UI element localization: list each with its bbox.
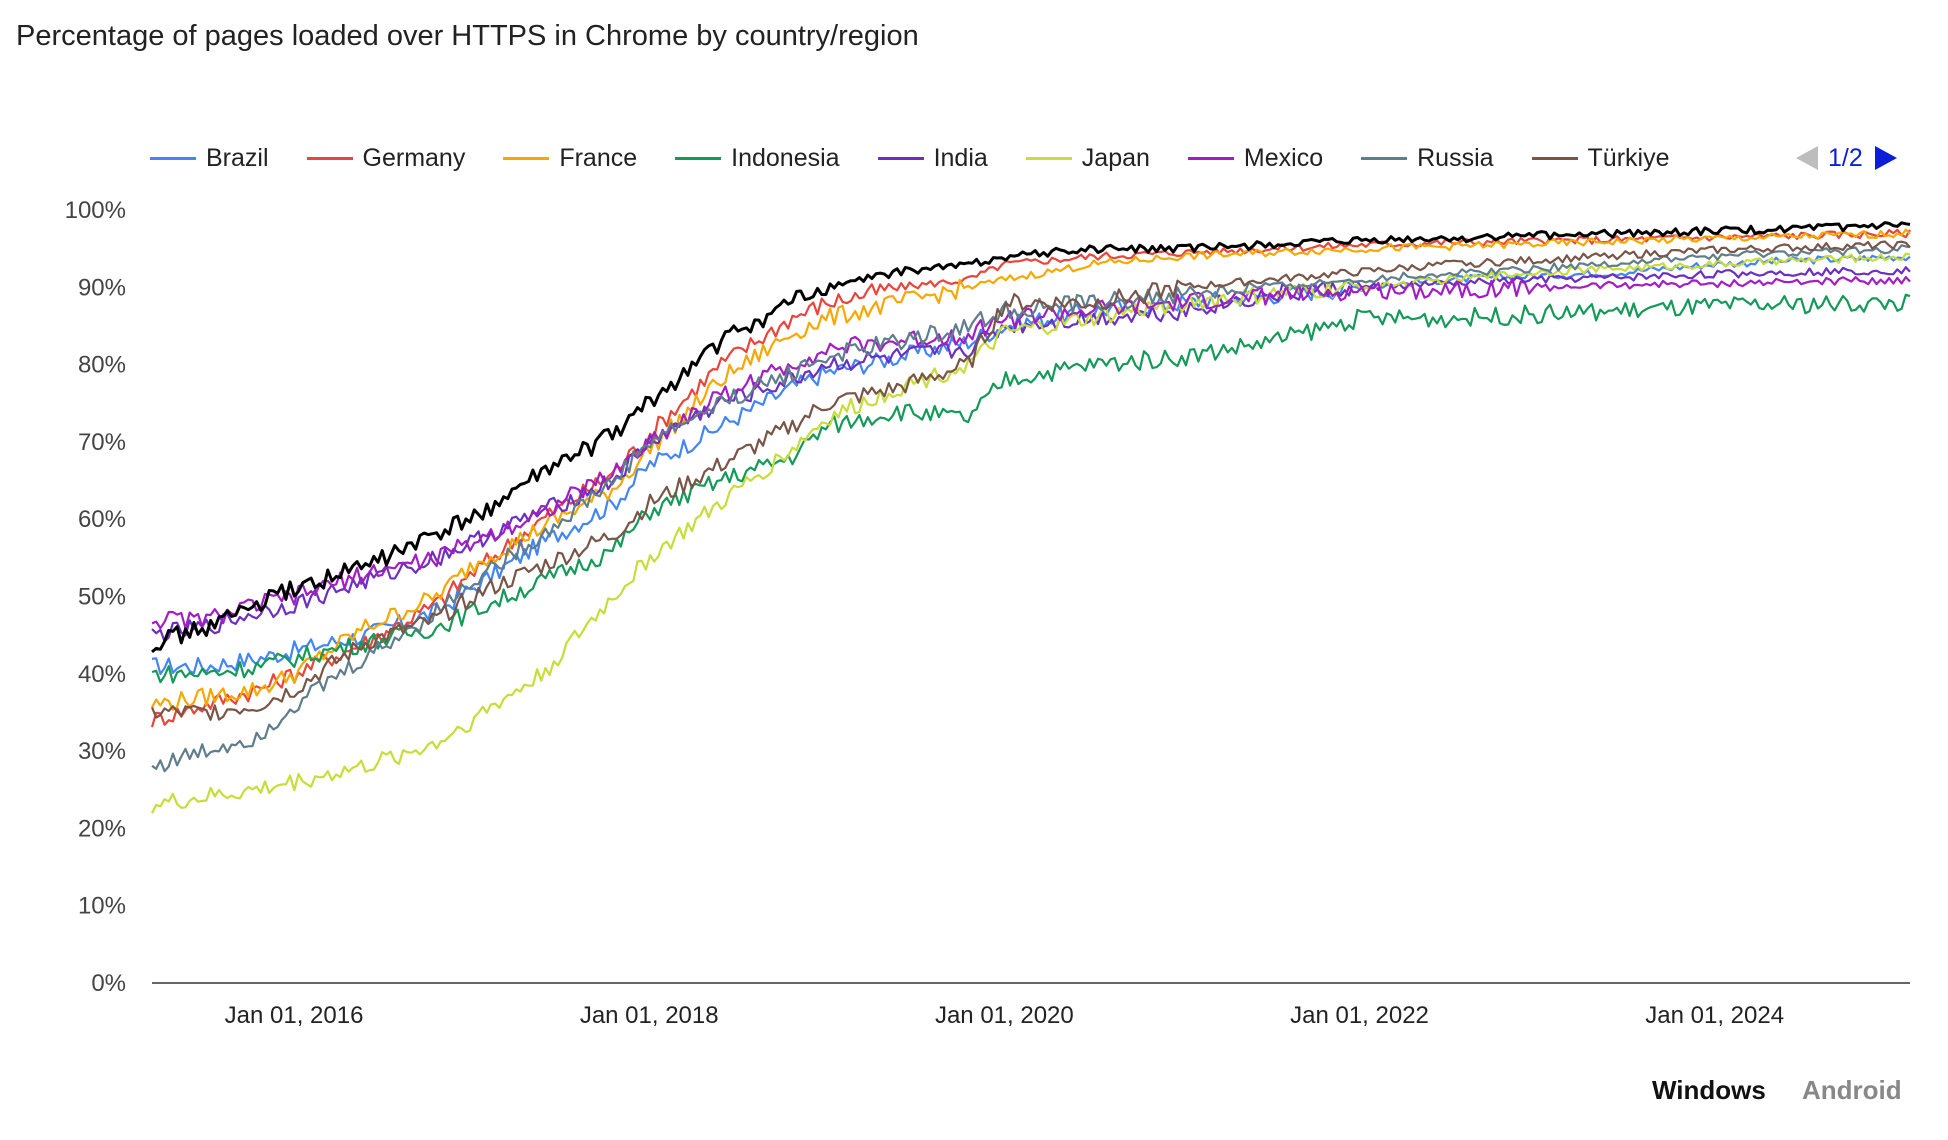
- y-tick-label: 90%: [78, 274, 126, 301]
- legend-label: Japan: [1081, 143, 1150, 172]
- legend-label: Mexico: [1243, 143, 1324, 172]
- x-tick-label: Jan 01, 2024: [1645, 1002, 1784, 1029]
- legend-label: Germany: [362, 143, 466, 172]
- legend-swatch: [675, 156, 722, 160]
- x-tick-label: Jan 01, 2020: [935, 1002, 1074, 1029]
- legend-pager: 1/2: [1796, 140, 1897, 176]
- x-tick-label: Jan 01, 2018: [580, 1002, 719, 1029]
- y-tick-label: 70%: [78, 429, 126, 456]
- legend-swatch: [1187, 156, 1234, 160]
- chart-title: Percentage of pages loaded over HTTPS in…: [16, 20, 919, 52]
- legend-swatch: [877, 156, 924, 160]
- chart-legend: Brazil Germany France Indonesia India Ja…: [150, 140, 1708, 176]
- legend-label: Brazil: [206, 143, 269, 172]
- legend-item-indonesia[interactable]: Indonesia: [675, 143, 840, 173]
- series-line-türkiye: [150, 240, 1911, 721]
- android-toggle-button[interactable]: Android: [1802, 1075, 1902, 1105]
- y-tick-label: 30%: [78, 738, 126, 765]
- next-page-icon[interactable]: [1874, 146, 1897, 170]
- previous-page-icon[interactable]: [1796, 146, 1818, 170]
- legend-swatch: [1531, 156, 1578, 160]
- series-line-japan: [151, 252, 1911, 814]
- legend-item-india[interactable]: India: [877, 143, 988, 173]
- legend-swatch: [1361, 156, 1408, 160]
- series-line-mexico: [151, 276, 1911, 630]
- y-tick-label: 20%: [78, 815, 126, 842]
- legend-label: Türkiye: [1587, 143, 1670, 172]
- series-line-overall: [151, 221, 1911, 654]
- y-tick-label: 10%: [78, 893, 126, 920]
- legend-page-indicator: 1/2: [1828, 143, 1863, 172]
- legend-item-turkiye[interactable]: Türkiye: [1531, 143, 1670, 173]
- legend-swatch: [150, 156, 196, 160]
- x-tick-label: Jan 01, 2016: [225, 1002, 364, 1029]
- windows-toggle-button[interactable]: Windows: [1652, 1075, 1766, 1105]
- legend-item-mexico[interactable]: Mexico: [1187, 143, 1324, 173]
- legend-item-france[interactable]: France: [503, 144, 637, 173]
- y-tick-label: 60%: [78, 506, 126, 533]
- y-tick-label: 80%: [78, 352, 126, 379]
- legend-label: Indonesia: [731, 143, 840, 172]
- y-tick-label: 100%: [65, 197, 126, 224]
- legend-swatch: [503, 156, 550, 160]
- x-tick-label: Jan 01, 2022: [1290, 1002, 1429, 1029]
- y-tick-label: 50%: [78, 584, 126, 611]
- y-tick-label: 40%: [78, 661, 126, 688]
- legend-item-japan[interactable]: Japan: [1025, 143, 1150, 173]
- series-line-indonesia: [151, 293, 1911, 684]
- legend-label: France: [559, 143, 638, 172]
- legend-label: India: [933, 143, 988, 172]
- legend-swatch: [306, 156, 353, 160]
- legend-item-germany[interactable]: Germany: [306, 143, 466, 173]
- legend-label: Russia: [1417, 143, 1494, 172]
- legend-item-brazil[interactable]: Brazil: [150, 144, 269, 173]
- y-tick-label: 0%: [91, 970, 126, 997]
- line-chart: 0% 10% 20% 30% 40% 50% 60% 70% 80% 90% 100% Jan 01,…: [65, 197, 1911, 1029]
- legend-swatch: [1025, 156, 1072, 160]
- series-line-france: [151, 228, 1911, 711]
- legend-item-russia[interactable]: Russia: [1361, 143, 1494, 173]
